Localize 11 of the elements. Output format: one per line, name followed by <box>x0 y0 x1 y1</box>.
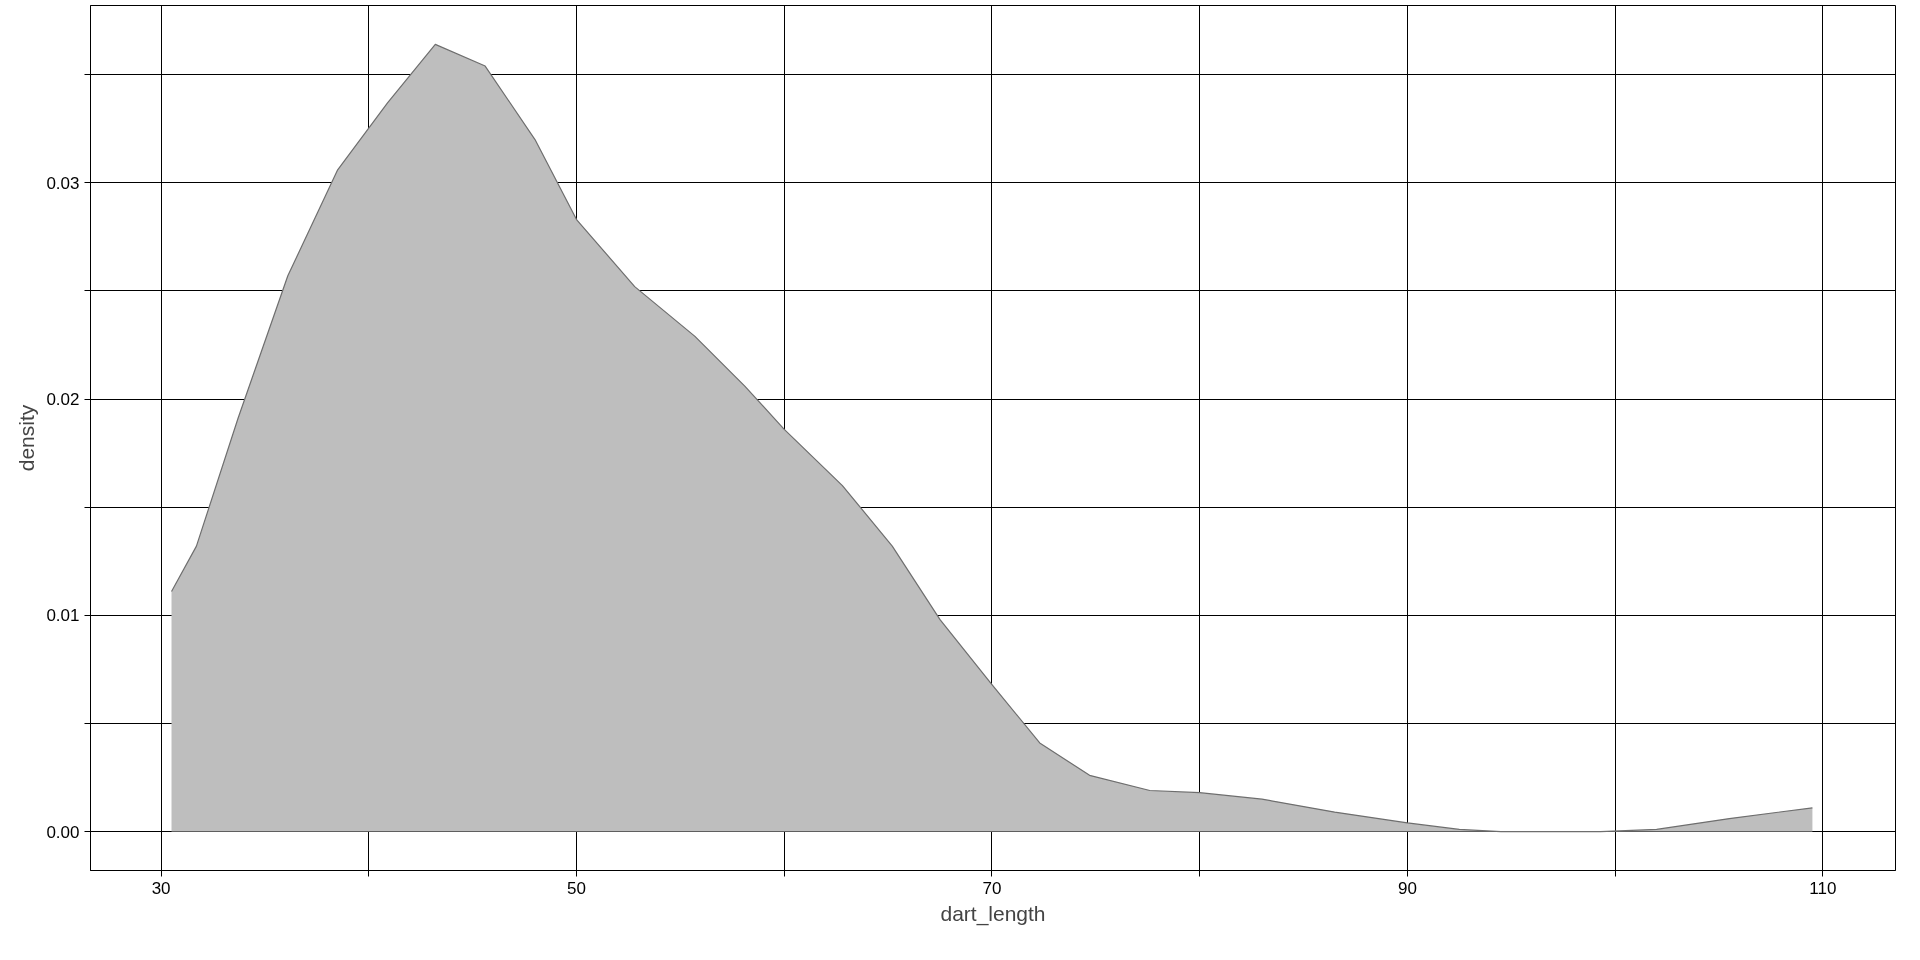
y-tick-label: 0.02 <box>46 390 80 410</box>
x-axis-title: dart_length <box>940 901 1046 926</box>
y-tick-label: 0.03 <box>46 173 80 193</box>
y-tick-label: 0.00 <box>46 822 80 842</box>
x-tick-label: 70 <box>982 878 1002 898</box>
y-tick-label: 0.01 <box>46 606 80 626</box>
x-tick-label: 110 <box>1809 878 1837 898</box>
x-tick-label: 90 <box>1397 878 1417 898</box>
y-axis-title: density <box>15 404 39 472</box>
x-tick-label: 50 <box>567 878 587 898</box>
x-tick-label: 30 <box>151 878 171 898</box>
